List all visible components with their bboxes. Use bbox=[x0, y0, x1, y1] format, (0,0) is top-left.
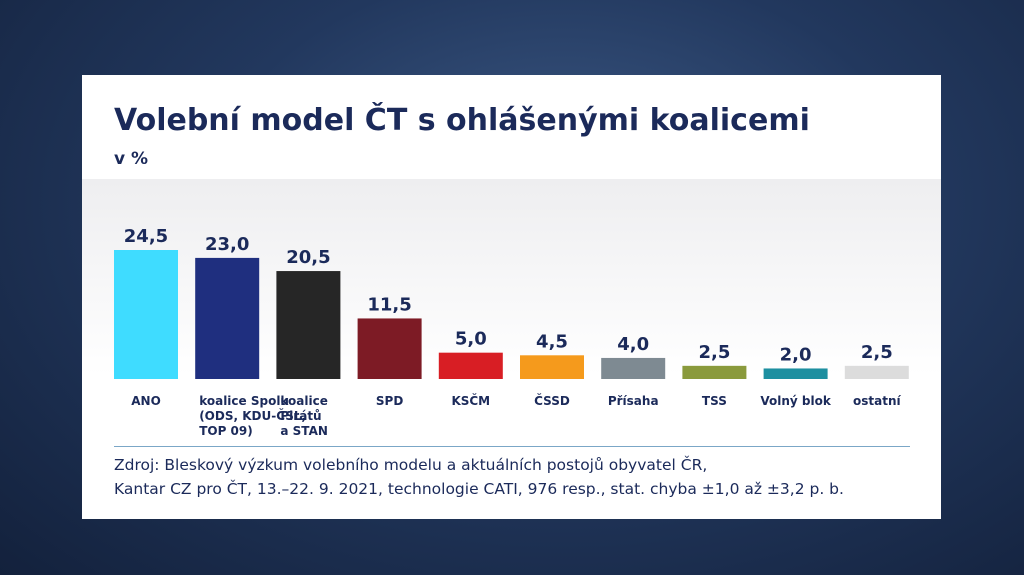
category-label-9-0: ostatní bbox=[853, 394, 902, 408]
value-label-1: 23,0 bbox=[205, 234, 249, 255]
bar-3 bbox=[357, 318, 422, 379]
bar-chart: 24,5 ANO 23,0 koalice Spolu(ODS, KDU-ČSL,TO… bbox=[114, 226, 909, 438]
source-note: Zdroj: Bleskový výzkum volebního modelu … bbox=[114, 453, 844, 501]
chart-subtitle: v % bbox=[114, 149, 149, 169]
value-label-8: 2,0 bbox=[780, 344, 812, 365]
category-label-0-0: ANO bbox=[131, 394, 161, 408]
bar-7 bbox=[682, 365, 747, 379]
category-label-5-0: ČSSD bbox=[534, 393, 570, 408]
bar-2 bbox=[276, 271, 341, 379]
category-label-2-1: Pirátů bbox=[280, 409, 321, 423]
category-label-2-0: koalice bbox=[280, 394, 327, 408]
category-label-7-0: TSS bbox=[702, 394, 727, 408]
bar-9 bbox=[844, 365, 909, 379]
value-label-2: 20,5 bbox=[286, 247, 330, 268]
category-label-3-0: SPD bbox=[376, 394, 403, 408]
bar-5 bbox=[520, 355, 584, 379]
source-line-2: Kantar CZ pro ČT, 13.–22. 9. 2021, techn… bbox=[114, 480, 844, 498]
source-line-1: Zdroj: Bleskový výzkum volebního modelu … bbox=[114, 456, 708, 474]
bar-0 bbox=[114, 250, 178, 379]
chart-card: Volební model ČT s ohlášenými koalicemi … bbox=[82, 75, 941, 519]
value-label-7: 2,5 bbox=[698, 342, 730, 363]
bar-6 bbox=[601, 357, 666, 379]
source-divider bbox=[114, 446, 910, 447]
chart-title: Volební model ČT s ohlášenými koalicemi bbox=[114, 103, 810, 138]
bar-1 bbox=[195, 257, 260, 379]
value-label-5: 4,5 bbox=[536, 331, 568, 352]
value-label-4: 5,0 bbox=[455, 329, 487, 350]
category-label-6-0: Přísaha bbox=[608, 394, 659, 408]
value-label-0: 24,5 bbox=[124, 226, 168, 247]
value-label-3: 11,5 bbox=[367, 294, 411, 315]
category-label-2-2: a STAN bbox=[280, 424, 328, 438]
value-label-6: 4,0 bbox=[617, 334, 649, 355]
category-label-1-1: (ODS, KDU-ČSL, bbox=[199, 408, 306, 423]
category-label-4-0: KSČM bbox=[451, 393, 490, 408]
value-label-9: 2,5 bbox=[861, 342, 893, 363]
category-label-8-0: Volný blok bbox=[760, 394, 831, 408]
bar-8 bbox=[763, 368, 828, 379]
category-label-1-2: TOP 09) bbox=[199, 424, 253, 438]
category-label-1-0: koalice Spolu bbox=[199, 394, 289, 408]
bar-4 bbox=[438, 352, 503, 379]
